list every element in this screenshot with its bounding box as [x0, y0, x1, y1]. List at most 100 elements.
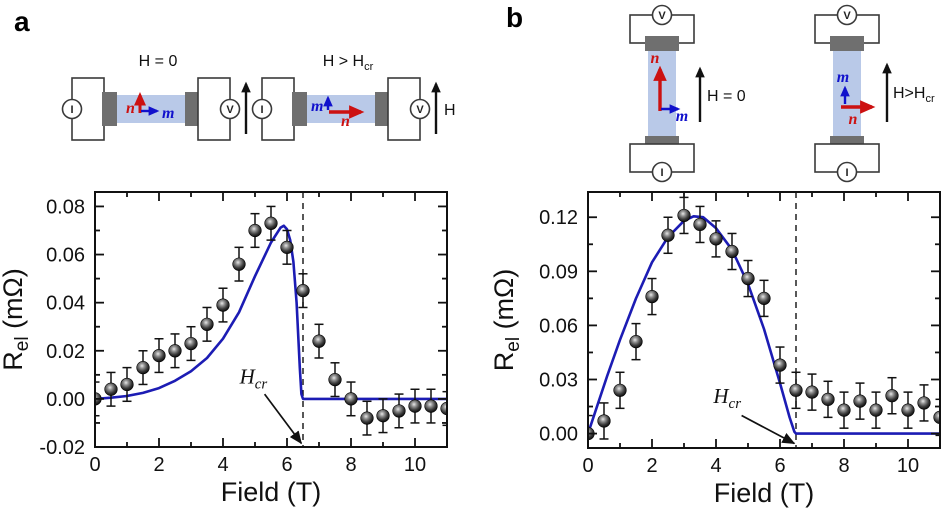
data-marker [661, 228, 675, 242]
voltage-loop: V [629, 4, 695, 44]
current-meter-label: I [70, 104, 73, 116]
data-point [136, 350, 150, 386]
x-tick-label: 4 [217, 454, 228, 476]
data-point [933, 398, 940, 437]
data-marker [933, 410, 940, 424]
neel-vector-label: n [126, 100, 135, 117]
sample-bar [648, 51, 676, 137]
x-tick-label: 2 [646, 455, 657, 477]
current-meter-label: I [660, 167, 663, 179]
field-arrow: H [431, 81, 456, 134]
data-marker [789, 383, 803, 397]
x-tick-label: 10 [897, 455, 919, 477]
data-point [853, 382, 867, 420]
x-tick-label: 0 [582, 455, 593, 477]
voltage-meter-icon [651, 4, 673, 26]
moment-vector-label: m [311, 98, 323, 115]
x-tick-label: 2 [153, 454, 164, 476]
plot-frame [94, 191, 448, 448]
data-point [709, 220, 723, 258]
fit-curve [95, 224, 447, 401]
data-point [312, 323, 326, 359]
current-meter-icon [251, 98, 273, 120]
data-point [613, 371, 627, 410]
data-point [901, 391, 915, 429]
fit-curve [588, 214, 940, 435]
voltage-meter-icon [836, 4, 858, 26]
data-marker [376, 409, 390, 423]
data-marker [725, 244, 739, 259]
data-marker [184, 336, 198, 351]
neel-vector-arrow: n [126, 92, 146, 117]
y-tick-label: 0.06 [46, 245, 85, 267]
moment-vector-label: m [837, 69, 849, 86]
y-tick-label: 0.06 [539, 315, 578, 337]
data-point [152, 337, 166, 374]
data-marker [629, 335, 643, 349]
data-point [661, 216, 675, 255]
annotation-arrow [263, 393, 303, 445]
moment-vector-label: m [162, 105, 174, 122]
x-tick-label: 6 [774, 455, 785, 477]
schematic-a-field-zero: H = 0 I V H n m [61, 53, 266, 141]
data-point [248, 212, 262, 249]
voltage-meter-label: V [843, 10, 851, 22]
data-marker [424, 399, 438, 413]
voltage-loop: V [814, 4, 880, 44]
y-tick-labels: 0.00 0.03 0.06 0.09 0.12 [539, 207, 578, 445]
field-arrow: H = 0 [695, 66, 746, 122]
data-point [168, 333, 182, 369]
voltage-meter-icon [409, 98, 431, 120]
data-point [821, 380, 835, 419]
voltage-loop: V [197, 77, 241, 141]
state-label: H = 0 [139, 53, 178, 70]
y-tick-label: 0.00 [539, 424, 578, 446]
data-point [264, 205, 278, 241]
panel-a-label: a [14, 6, 30, 37]
contact-pad-top [830, 36, 864, 51]
voltage-meter-label: V [226, 104, 234, 116]
data-marker [328, 373, 342, 387]
x-tick-label: 8 [838, 455, 849, 477]
data-point [296, 273, 310, 309]
contact-pad-top [645, 36, 679, 51]
current-meter-icon [836, 161, 858, 183]
chart-panel-a: 0 2 4 6 8 10 -0.02 0.00 0.02 0.04 0.06 0.08 Field (T… [0, 191, 448, 507]
data-series [588, 196, 940, 448]
data-marker [613, 383, 627, 397]
data-point [645, 277, 659, 316]
data-point [232, 246, 246, 282]
data-marker [677, 208, 691, 223]
data-marker [344, 392, 358, 406]
data-point [184, 325, 198, 362]
y-tick-label: 0.08 [46, 196, 85, 218]
data-marker [168, 344, 182, 358]
moment-vector-label: m [676, 108, 688, 125]
data-marker [645, 289, 659, 304]
data-marker [312, 334, 326, 348]
plot-frame [587, 191, 941, 449]
data-marker [597, 414, 611, 428]
data-marker [216, 298, 230, 312]
data-point [837, 391, 851, 429]
voltage-meter-label: V [416, 104, 424, 116]
data-point [360, 400, 374, 436]
field-state-label: H>Hcr [893, 85, 935, 105]
data-marker [853, 394, 867, 408]
data-marker [773, 358, 787, 372]
state-label: H > Hcr [323, 53, 374, 73]
data-point [344, 381, 358, 417]
data-marker [821, 392, 835, 406]
moment-vector-arrow: m [837, 69, 850, 104]
current-meter-icon [61, 98, 83, 120]
data-point [693, 205, 707, 244]
y-tick-label: 0.00 [46, 389, 85, 411]
data-marker [757, 291, 771, 305]
schematic-a-field-above-critical: H > Hcr I V H m n [251, 53, 456, 141]
contact-pad-left [102, 92, 117, 126]
moment-vector-arrow: m [661, 104, 688, 125]
data-marker [296, 284, 310, 298]
field-state-label: H = 0 [707, 88, 746, 105]
data-marker [104, 382, 118, 396]
data-marker [152, 348, 166, 363]
